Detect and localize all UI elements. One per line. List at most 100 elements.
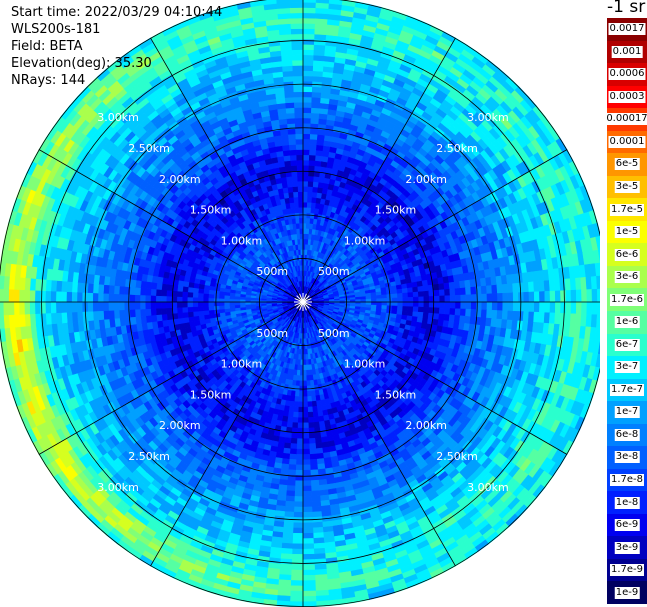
beta-cell <box>302 380 307 387</box>
beta-cell <box>307 196 313 203</box>
beta-cell <box>560 301 567 314</box>
beta-cell <box>298 401 304 408</box>
beta-cell <box>296 438 304 445</box>
beta-cell <box>313 553 326 560</box>
beta-cell <box>296 433 304 439</box>
beta-cell <box>302 159 310 166</box>
beta-cell <box>302 154 310 161</box>
beta-cell <box>302 485 312 492</box>
beta-cell <box>454 288 461 296</box>
beta-cell <box>554 312 561 325</box>
beta-cell <box>543 312 551 324</box>
beta-cell <box>302 222 307 229</box>
beta-cell <box>455 294 462 303</box>
beta-cell <box>310 112 320 119</box>
beta-cell <box>302 138 311 145</box>
beta-cell <box>306 207 312 214</box>
beta-cell <box>480 285 488 295</box>
beta-cell <box>294 490 304 497</box>
beta-cell <box>290 437 298 445</box>
beta-cell <box>283 442 291 449</box>
beta-cell <box>305 369 310 376</box>
beta-cell <box>311 506 322 513</box>
beta-cell <box>311 400 317 408</box>
beta-cell <box>423 301 430 308</box>
beta-cell <box>422 312 429 319</box>
beta-cell <box>281 542 293 550</box>
beta-cell <box>312 416 320 423</box>
beta-cell <box>308 437 316 445</box>
beta-cell <box>302 412 309 418</box>
beta-cell <box>282 532 294 539</box>
beta-cell <box>491 284 498 294</box>
beta-cell <box>586 289 593 303</box>
beta-cell <box>285 495 295 502</box>
beta-cell <box>286 421 293 428</box>
beta-cell <box>512 282 519 294</box>
beta-cell <box>290 574 304 581</box>
beta-cell <box>302 28 316 35</box>
beta-cell <box>443 282 450 290</box>
beta-cell <box>307 416 314 424</box>
beta-cell <box>501 283 509 294</box>
beta-cell <box>302 396 308 403</box>
beta-cell <box>523 291 530 303</box>
beta-cell <box>381 294 388 299</box>
beta-cell <box>438 283 445 291</box>
beta-cell <box>302 585 316 592</box>
beta-cell <box>554 279 561 292</box>
beta-cell <box>288 458 297 466</box>
beta-cell <box>570 289 577 303</box>
beta-cell <box>407 296 414 303</box>
beta-cell <box>315 442 323 449</box>
beta-cell <box>306 201 312 208</box>
beta-cell <box>397 297 404 303</box>
beta-cell <box>311 102 321 109</box>
beta-cell <box>302 165 310 171</box>
beta-cell <box>302 70 314 77</box>
beta-cell <box>284 500 295 508</box>
beta-cell <box>455 301 462 310</box>
beta-cell <box>422 285 429 292</box>
beta-cell <box>418 301 425 308</box>
beta-cell <box>302 401 308 408</box>
beta-cell <box>423 296 430 303</box>
beta-cell <box>310 479 320 487</box>
beta-cell <box>299 375 304 382</box>
beta-cell <box>412 291 419 298</box>
beta-cell <box>306 396 312 403</box>
beta-cell <box>309 149 317 156</box>
beta-cell <box>284 432 292 439</box>
beta-cell <box>312 521 323 529</box>
beta-cell <box>311 86 323 93</box>
beta-cell <box>418 296 425 303</box>
beta-cell <box>554 301 561 314</box>
beta-cell <box>381 298 388 303</box>
beta-cell <box>293 406 299 413</box>
beta-cell <box>315 447 324 455</box>
beta-cell <box>507 301 514 312</box>
beta-cell <box>302 406 309 413</box>
beta-cell <box>307 186 314 193</box>
beta-cell <box>305 375 311 382</box>
beta-cell <box>302 7 317 14</box>
beta-cell <box>444 295 451 303</box>
beta-cell <box>591 301 598 316</box>
beta-cells <box>0 0 600 607</box>
beta-cell <box>315 155 323 162</box>
beta-cell <box>311 406 318 413</box>
beta-cell <box>302 506 313 513</box>
beta-cell <box>293 501 304 508</box>
beta-cell <box>365 295 372 300</box>
beta-cell <box>302 438 310 445</box>
beta-cell <box>302 501 313 508</box>
beta-cell <box>308 175 315 182</box>
beta-cell <box>313 44 326 51</box>
beta-cell <box>295 469 304 476</box>
beta-cell <box>302 175 309 182</box>
beta-cell <box>313 547 326 555</box>
beta-cell <box>302 454 311 461</box>
beta-cell <box>315 0 330 4</box>
beta-cell <box>297 412 304 418</box>
beta-cell <box>292 538 304 545</box>
